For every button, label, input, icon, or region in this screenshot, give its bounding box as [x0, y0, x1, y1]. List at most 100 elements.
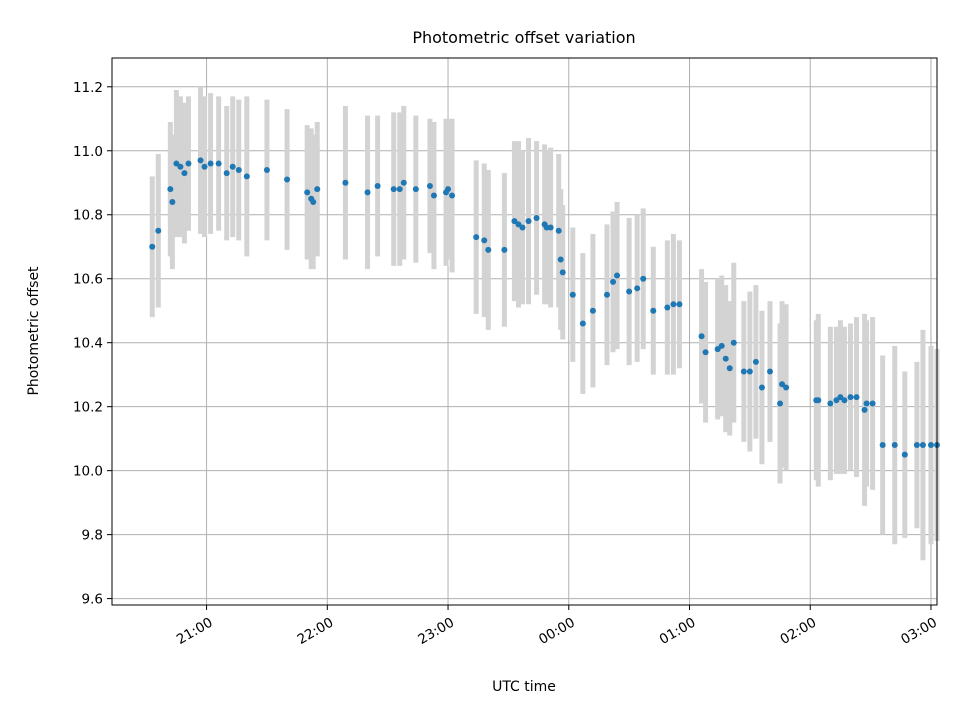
y-tick-label: 10.6	[73, 272, 103, 288]
data-point	[400, 179, 407, 186]
data-points	[149, 157, 940, 458]
data-point	[185, 160, 192, 167]
data-point	[766, 368, 773, 375]
data-point	[263, 166, 270, 173]
y-tick-label: 11.2	[73, 80, 103, 96]
data-point	[853, 394, 860, 401]
data-point	[640, 275, 647, 282]
data-point	[167, 186, 174, 193]
data-point	[501, 246, 508, 253]
data-point	[779, 381, 786, 388]
data-point	[559, 269, 566, 276]
data-point	[676, 301, 683, 308]
y-tick-label: 10.2	[73, 400, 103, 416]
y-axis-ticks: 9.6 9.8 10.0 10.2 10.4 10.6 10.8 11.0 11.2	[73, 80, 112, 608]
data-point	[837, 394, 844, 401]
data-point	[374, 182, 381, 189]
data-point	[569, 291, 576, 298]
data-point	[634, 285, 641, 292]
data-point	[614, 272, 621, 279]
data-point	[891, 442, 898, 449]
y-axis-label: Photometric offset	[26, 266, 42, 396]
data-point	[149, 243, 156, 250]
data-point	[314, 186, 321, 193]
data-point	[449, 192, 456, 199]
plot-frame	[111, 57, 938, 606]
data-point	[815, 397, 822, 404]
data-point	[177, 163, 184, 170]
data-point	[555, 227, 562, 234]
data-point	[430, 192, 437, 199]
data-point	[589, 307, 596, 314]
y-tick-label: 9.8	[82, 528, 103, 544]
data-point	[284, 176, 291, 183]
data-point	[396, 186, 403, 193]
data-point	[481, 237, 488, 244]
data-point	[243, 173, 250, 180]
data-point	[525, 218, 532, 225]
data-point	[547, 224, 554, 231]
data-point	[557, 256, 564, 263]
y-tick-label: 9.6	[82, 592, 103, 608]
data-point	[847, 394, 854, 401]
data-point	[714, 346, 721, 353]
data-point	[155, 227, 162, 234]
data-point	[777, 400, 784, 407]
data-point	[752, 358, 759, 365]
data-point	[304, 189, 311, 196]
data-point	[473, 234, 480, 241]
data-point	[740, 368, 747, 375]
y-tick-label: 10.8	[73, 208, 103, 224]
chart-title: Photometric offset variation	[412, 28, 635, 47]
data-point	[702, 349, 709, 356]
data-point	[901, 451, 908, 458]
data-point	[412, 186, 419, 193]
data-point	[169, 198, 176, 205]
data-point	[841, 397, 848, 404]
data-point	[604, 291, 610, 298]
data-point	[515, 221, 522, 228]
data-point	[207, 160, 214, 167]
data-point	[390, 186, 397, 193]
data-point	[746, 368, 753, 375]
data-point	[861, 406, 868, 413]
data-point	[718, 342, 725, 349]
data-point	[197, 157, 204, 164]
data-point	[919, 442, 926, 449]
y-tick-label: 10.0	[73, 464, 103, 480]
data-point	[610, 278, 617, 285]
data-point	[726, 365, 733, 372]
data-point	[927, 442, 934, 449]
data-point	[229, 163, 236, 170]
y-tick-label: 11.0	[73, 144, 103, 160]
data-point	[533, 214, 540, 221]
data-point	[730, 339, 737, 346]
data-point	[215, 160, 222, 167]
data-point	[670, 301, 677, 308]
data-point	[650, 307, 657, 314]
data-point	[833, 397, 840, 404]
data-point	[664, 304, 671, 311]
data-point	[173, 160, 180, 167]
data-point	[426, 182, 433, 189]
data-point	[485, 246, 492, 253]
data-point	[879, 442, 886, 449]
data-point	[223, 170, 230, 177]
x-axis-label: UTC time	[492, 679, 556, 695]
data-point	[626, 288, 633, 295]
data-point	[869, 400, 876, 407]
data-point	[445, 186, 452, 193]
data-point	[519, 224, 526, 231]
data-point	[758, 384, 765, 391]
data-point	[181, 170, 188, 177]
data-point	[783, 384, 790, 391]
data-point	[201, 163, 208, 170]
data-point	[364, 189, 371, 196]
data-point	[913, 442, 920, 449]
data-point	[863, 400, 870, 407]
data-point	[827, 400, 834, 407]
y-tick-label: 10.4	[73, 336, 103, 352]
data-point	[579, 320, 586, 327]
